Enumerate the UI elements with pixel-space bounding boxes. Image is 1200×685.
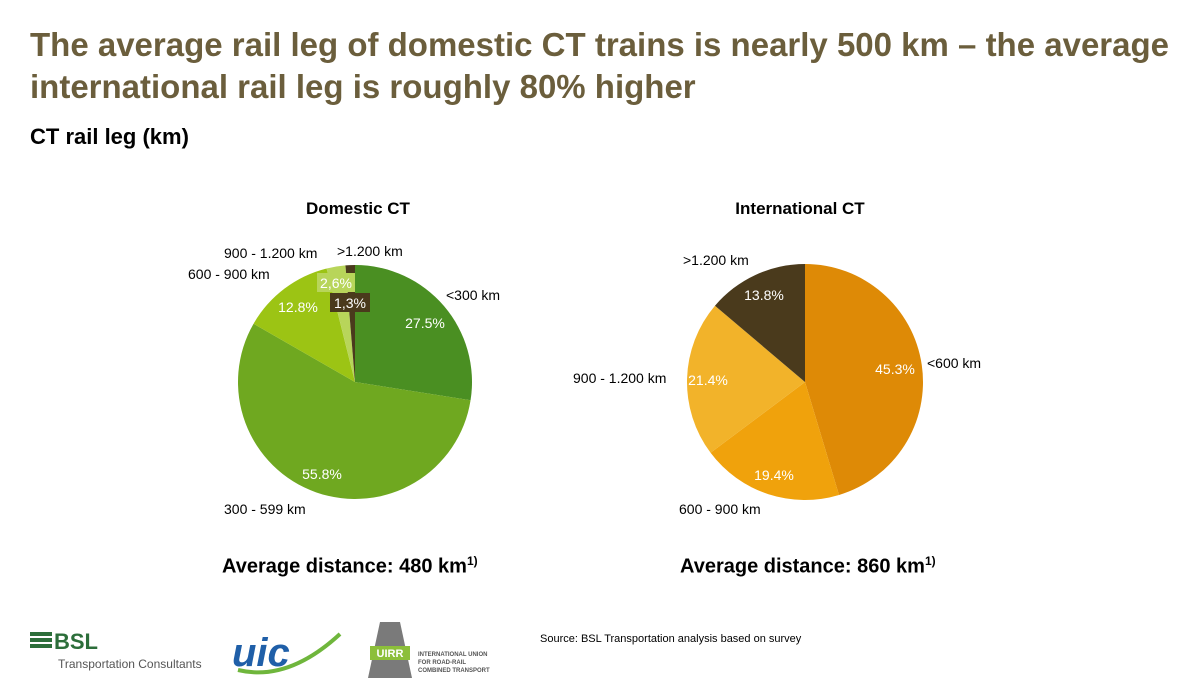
category-label-intl-900-1200: 900 - 1.200 km bbox=[573, 370, 666, 386]
pie-international bbox=[687, 264, 924, 500]
category-label-intl-600-900: 600 - 900 km bbox=[679, 501, 761, 517]
value-label-domestic-900-1200: 2,6% bbox=[320, 275, 352, 291]
uirr-logo-sub1: INTERNATIONAL UNION bbox=[418, 652, 487, 658]
value-label-domestic-600-900: 12.8% bbox=[278, 299, 318, 315]
uirr-logo-sub3: COMBINED TRANSPORT bbox=[418, 668, 490, 674]
value-label-intl-gt1200: 13.8% bbox=[744, 287, 784, 303]
category-label-domestic-300-599: 300 - 599 km bbox=[224, 501, 306, 517]
value-label-intl-lt600: 45.3% bbox=[875, 361, 915, 377]
uic-logo-text: uic bbox=[232, 631, 290, 675]
slice-domestic-600-900 bbox=[253, 268, 355, 382]
value-label-domestic-300-599: 55.8% bbox=[302, 466, 342, 482]
uirr-logo-text: UIRR bbox=[377, 648, 404, 660]
slice-intl-900-1200 bbox=[687, 305, 805, 453]
value-label-domestic-gt1200: 1,3% bbox=[334, 295, 366, 311]
bsl-logo-subtext: Transportation Consultants bbox=[58, 657, 202, 671]
source-note: Source: BSL Transportation analysis base… bbox=[540, 633, 802, 645]
chart-subtitle: CT rail leg (km) bbox=[30, 124, 189, 149]
value-box-domestic-900-1200 bbox=[317, 273, 355, 292]
uirr-logo: UIRR INTERNATIONAL UNION FOR ROAD-RAIL C… bbox=[368, 622, 490, 678]
category-label-domestic-600-900: 600 - 900 km bbox=[188, 266, 270, 282]
category-label-domestic-900-1200: 900 - 1.200 km bbox=[224, 245, 317, 261]
slice-intl-gt1200 bbox=[714, 264, 805, 382]
value-label-intl-900-1200: 21.4% bbox=[688, 372, 728, 388]
value-label-domestic-lt300: 27.5% bbox=[405, 315, 445, 331]
uic-logo: uic bbox=[232, 631, 342, 675]
slice-intl-600-900 bbox=[710, 382, 840, 500]
bsl-logo: BSL Transportation Consultants bbox=[30, 629, 202, 671]
average-distance-domestic: Average distance: 480 km1) bbox=[222, 554, 478, 579]
labels-domestic: 27.5% 55.8% 12.8% 2,6% 1,3% <300 km 300 … bbox=[188, 243, 500, 517]
slice-domestic-300-599 bbox=[238, 323, 471, 499]
category-label-domestic-lt300: <300 km bbox=[446, 287, 500, 303]
page-title: The average rail leg of domestic CT trai… bbox=[30, 26, 1169, 105]
slice-domestic-lt300 bbox=[355, 265, 473, 401]
average-distance-international: Average distance: 860 km1) bbox=[680, 554, 936, 579]
category-label-intl-lt600: <600 km bbox=[927, 355, 981, 371]
footnote-domestic: 1) bbox=[466, 554, 478, 568]
category-label-domestic-gt1200: >1.200 km bbox=[337, 243, 403, 259]
uirr-logo-sub2: FOR ROAD-RAIL bbox=[418, 660, 466, 666]
bsl-logo-text: BSL bbox=[54, 629, 98, 654]
chart-title-domestic: Domestic CT bbox=[306, 199, 411, 218]
category-label-intl-gt1200: >1.200 km bbox=[683, 252, 749, 268]
value-label-intl-600-900: 19.4% bbox=[754, 467, 794, 483]
labels-international: 45.3% 19.4% 21.4% 13.8% <600 km 600 - 90… bbox=[573, 252, 981, 517]
chart-title-international: International CT bbox=[735, 199, 865, 218]
slice-intl-lt600 bbox=[805, 264, 924, 495]
average-text-domestic: Average distance: 480 km bbox=[222, 555, 467, 578]
average-text-international: Average distance: 860 km bbox=[680, 555, 925, 578]
footnote-international: 1) bbox=[924, 554, 936, 568]
value-box-domestic-gt1200 bbox=[330, 293, 370, 312]
